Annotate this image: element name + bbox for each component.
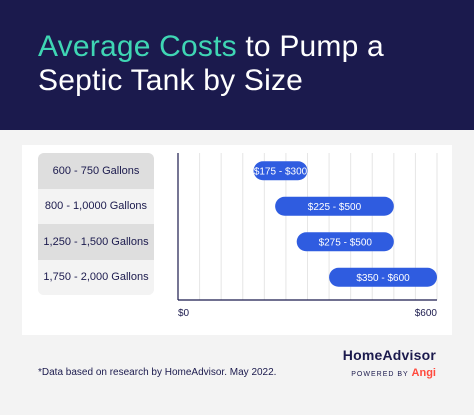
category-label: 1,750 - 2,000 Gallons (38, 259, 154, 295)
x-tick-label: $600 (415, 308, 438, 319)
title-accent: Average Costs (38, 30, 237, 63)
x-tick-label: $0 (178, 308, 190, 319)
title-rest: to Pump a Septic Tank by Size (38, 30, 384, 97)
bar-label: $275 - $500 (319, 237, 373, 248)
category-label: 1,250 - 1,500 Gallons (38, 224, 154, 260)
powered-by-angi: POWERED BY Angi (300, 367, 436, 379)
powered-by-text: POWERED BY (351, 371, 409, 378)
homeadvisor-logo: HomeAdvisor (342, 347, 436, 363)
footnote: *Data based on research by HomeAdvisor. … (38, 367, 277, 378)
category-label: 600 - 750 Gallons (38, 153, 154, 189)
header-banner: Average Costs to Pump a Septic Tank by S… (0, 0, 474, 130)
bar-label: $350 - $600 (356, 273, 410, 284)
bar-label: $225 - $500 (308, 202, 362, 213)
category-label: 800 - 1,0000 Gallons (38, 188, 154, 224)
page-title: Average Costs to Pump a Septic Tank by S… (38, 30, 458, 98)
category-labels: 600 - 750 Gallons 800 - 1,0000 Gallons 1… (38, 153, 154, 295)
angi-logo: Angi (411, 367, 436, 379)
range-bar (329, 267, 437, 287)
range-bar (253, 161, 308, 181)
range-bar (296, 232, 394, 252)
bar-label: $175 - $300 (254, 166, 308, 177)
range-bar (275, 196, 394, 216)
